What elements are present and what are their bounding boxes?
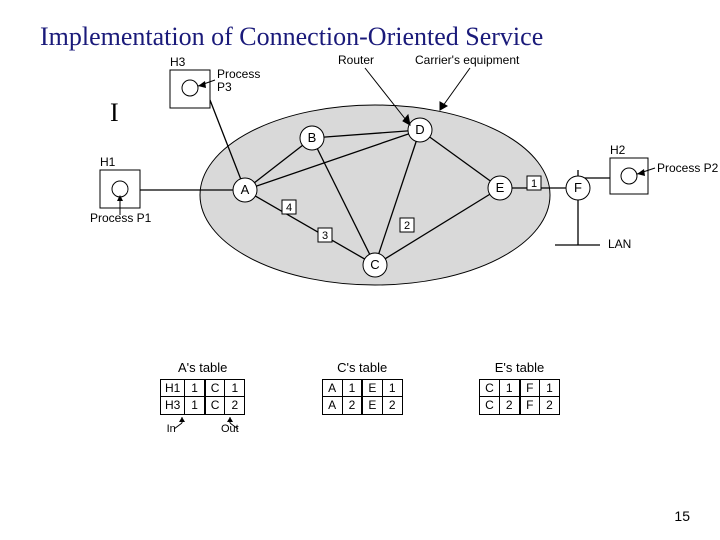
page-number: 15: [674, 508, 690, 524]
routing-tables: A's table H11C1 H31C2 In Out C's table A…: [160, 360, 560, 429]
table-a-title: A's table: [160, 360, 245, 375]
svg-text:Process: Process: [217, 67, 260, 81]
svg-text:P3: P3: [217, 80, 232, 94]
lan-label: LAN: [608, 237, 631, 251]
node-a-label: A: [241, 182, 250, 197]
svg-text:Process P1: Process P1: [90, 211, 152, 225]
network-diagram: A B C D E F 4 3 2 1 H1 Process P1 H3: [100, 70, 660, 335]
svg-text:1: 1: [531, 178, 537, 190]
svg-text:H2: H2: [610, 143, 626, 157]
carrier-label: Carrier's equipment: [415, 53, 520, 67]
table-e-grid: C1F1 C2F2: [479, 379, 560, 415]
svg-text:H3: H3: [170, 55, 186, 69]
table-e: E's table C1F1 C2F2: [479, 360, 560, 429]
table-a-grid: H11C1 H31C2: [160, 379, 245, 415]
table-a: A's table H11C1 H31C2 In Out: [160, 360, 245, 429]
svg-text:H1: H1: [100, 155, 116, 169]
svg-text:Process P2: Process P2: [657, 161, 719, 175]
table-e-title: E's table: [479, 360, 560, 375]
table-c: C's table A1E1 A2E2: [322, 360, 403, 429]
table-c-grid: A1E1 A2E2: [322, 379, 403, 415]
svg-text:4: 4: [286, 202, 292, 214]
node-c-label: C: [370, 257, 379, 272]
table-c-title: C's table: [322, 360, 403, 375]
in-label: In: [167, 423, 176, 435]
host-h3: H3 Process P3: [170, 55, 260, 108]
router-label: Router: [338, 53, 374, 67]
slide-title: Implementation of Connection-Oriented Se…: [40, 22, 680, 52]
node-b-label: B: [308, 130, 317, 145]
svg-text:3: 3: [322, 230, 328, 242]
svg-text:2: 2: [404, 220, 410, 232]
node-d-label: D: [415, 122, 424, 137]
out-label: Out: [221, 423, 239, 435]
node-e-label: E: [496, 180, 505, 195]
host-h2: H2 Process P2: [610, 143, 719, 194]
node-f-label: F: [574, 180, 582, 195]
